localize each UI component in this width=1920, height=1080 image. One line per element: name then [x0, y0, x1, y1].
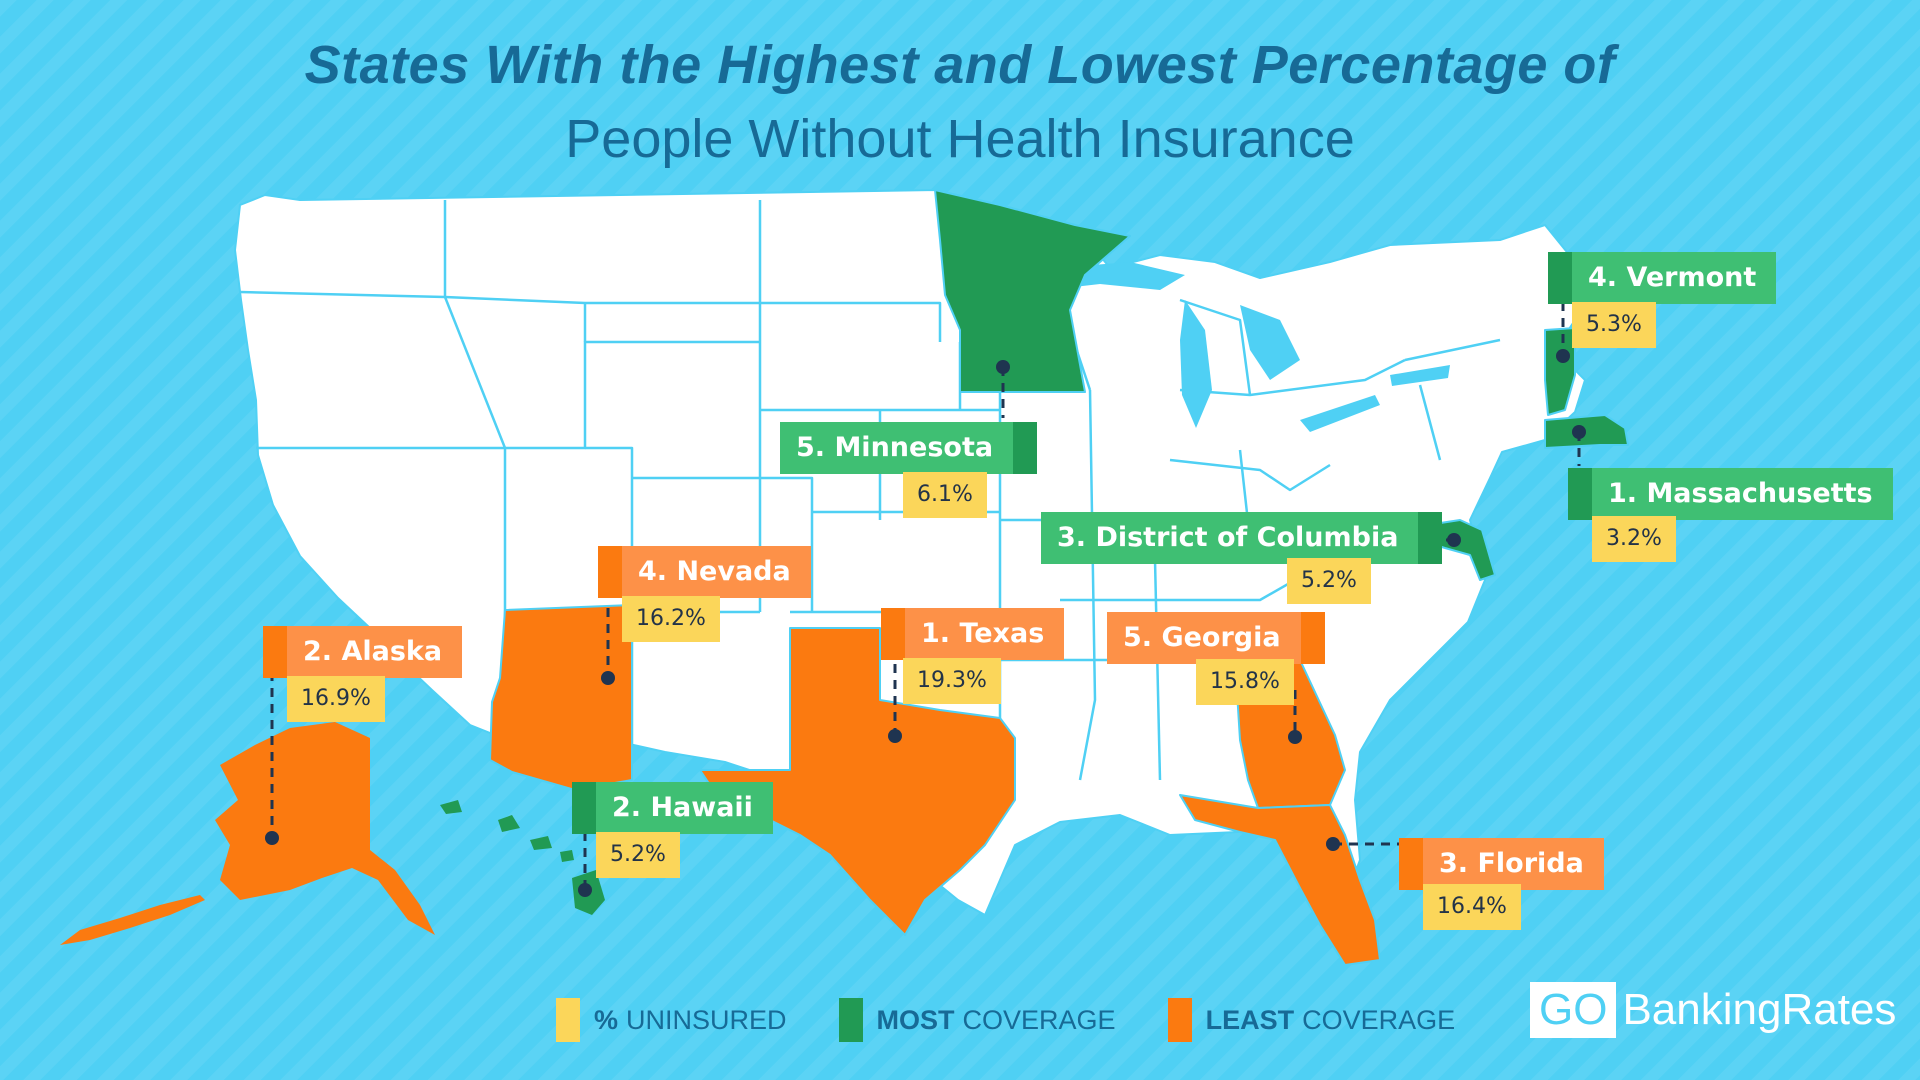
legend-uninsured-text: UNINSURED [626, 1004, 787, 1035]
title-line-2: People Without Health Insurance [565, 109, 1355, 169]
legend-uninsured: % UNINSURED [556, 998, 787, 1042]
lake-ontario [1390, 365, 1450, 386]
callout-florida-label: 3. Florida [1399, 838, 1604, 890]
callout-georgia-label: 5. Georgia [1107, 612, 1325, 664]
legend-uninsured-bold: % [594, 1004, 619, 1035]
legend: % UNINSURED MOST COVERAGE LEAST COVERAGE [556, 998, 1507, 1042]
legend-most: MOST COVERAGE [838, 998, 1116, 1042]
callout-nevada-pct: 16.2% [622, 596, 720, 642]
gobankingrates-logo: GO BankingRates [1530, 980, 1896, 1040]
state-massachusetts [1544, 414, 1629, 449]
callout-vermont-label: 4. Vermont [1547, 252, 1777, 304]
callout-minnesota-label: 5. Minnesota [780, 422, 1038, 474]
legend-most-text: COVERAGE [962, 1004, 1116, 1035]
callout-hawaii-label: 2. Hawaii [572, 782, 773, 834]
callout-hawaii-pct: 5.2% [596, 832, 680, 878]
state-florida [1179, 794, 1381, 966]
callout-vermont-pct: 5.3% [1572, 302, 1656, 348]
legend-least-bold: LEAST [1205, 1004, 1295, 1035]
state-alaska [215, 722, 435, 935]
callout-florida-pct: 16.4% [1423, 884, 1521, 930]
callout-massachusetts-label: 1. Massachusetts [1568, 468, 1893, 520]
logo-go: GO [1530, 982, 1617, 1038]
legend-most-swatch [838, 998, 863, 1042]
callout-dc-label: 3. District of Columbia [1041, 512, 1443, 564]
lake-michigan [1180, 300, 1212, 428]
lake-erie [1300, 395, 1380, 432]
legend-least-swatch [1167, 998, 1192, 1042]
callout-georgia-pct: 15.8% [1196, 659, 1294, 705]
state-nevada [489, 604, 633, 791]
state-minnesota [934, 189, 1131, 393]
alaska-islands [60, 895, 205, 945]
callout-nevada-label: 4. Nevada [598, 546, 811, 598]
lake-huron [1240, 305, 1300, 380]
callout-massachusetts-pct: 3.2% [1592, 516, 1676, 562]
callout-texas-label: 1. Texas [880, 608, 1065, 660]
legend-most-bold: MOST [876, 1004, 955, 1035]
logo-text: BankingRates [1622, 985, 1897, 1034]
title-line-1: States With the Highest and Lowest Perce… [304, 35, 1616, 95]
callout-alaska-pct: 16.9% [287, 676, 385, 722]
callout-minnesota-pct: 6.1% [903, 472, 987, 518]
legend-uninsured-swatch [556, 998, 580, 1042]
legend-least-text: COVERAGE [1302, 1004, 1456, 1035]
callout-texas-pct: 19.3% [903, 658, 1001, 704]
legend-least: LEAST COVERAGE [1167, 998, 1456, 1042]
callout-alaska-label: 2. Alaska [262, 626, 463, 678]
callout-dc-pct: 5.2% [1287, 558, 1371, 604]
